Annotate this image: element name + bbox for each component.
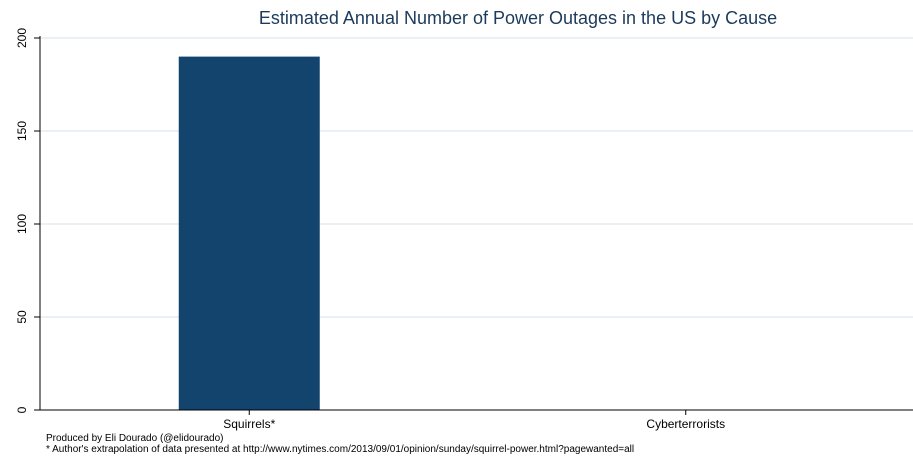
credit-footnote: Produced by Eli Dourado (@elidourado) (46, 433, 224, 444)
y-tick-label-0: 0 (15, 406, 29, 413)
y-tick-label-200: 200 (15, 28, 29, 48)
y-tick-label-150: 150 (15, 121, 29, 141)
y-tick-label-100: 100 (15, 214, 29, 234)
x-tick-label-squirrels: Squirrels* (223, 417, 275, 431)
source-footnote: * Author's extrapolation of data present… (46, 444, 635, 455)
x-tick-label-cyberterrorists: Cyberterrorists (646, 417, 725, 431)
y-tick-label-50: 50 (15, 310, 29, 324)
bar-squirrels (178, 56, 320, 410)
chart-title: Estimated Annual Number of Power Outages… (258, 8, 778, 28)
